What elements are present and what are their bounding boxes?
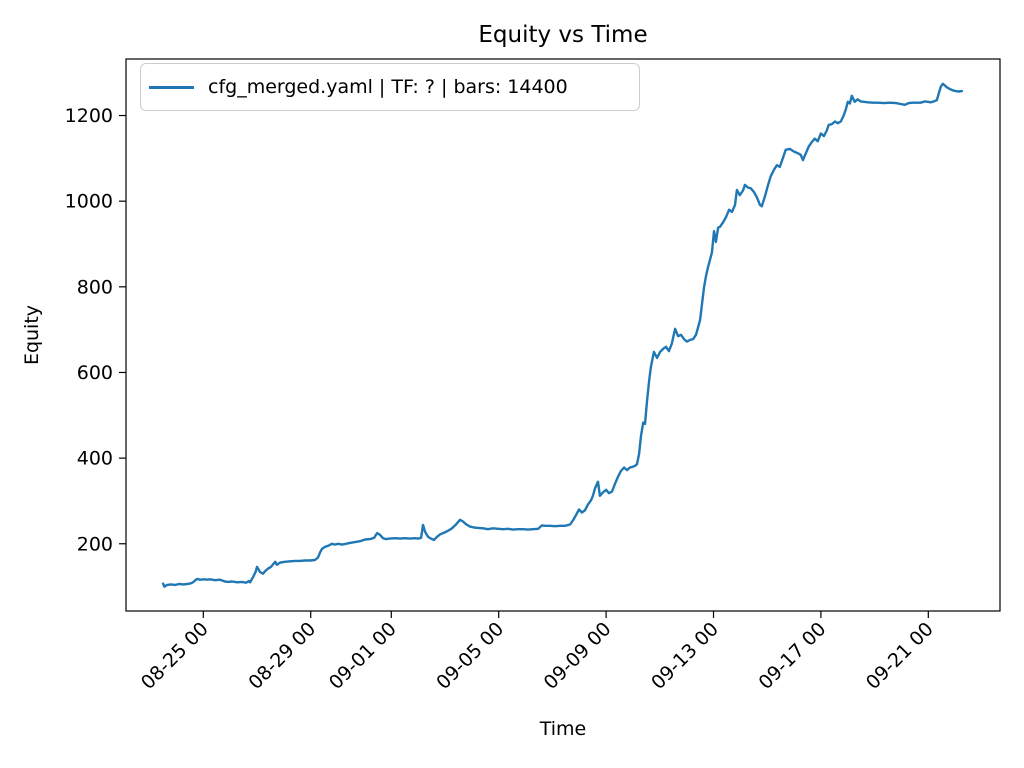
x-tick-label: 09-17 00: [754, 618, 830, 694]
legend: cfg_merged.yaml | TF: ? | bars: 14400: [140, 63, 640, 111]
y-tick-label: 1200: [65, 105, 113, 127]
chart-title: Equity vs Time: [478, 22, 647, 48]
x-tick-label: 09-21 00: [862, 618, 938, 694]
x-tick-label: 09-05 00: [432, 618, 508, 694]
y-axis-label: Equity: [21, 305, 43, 365]
equity-curve: [161, 82, 964, 588]
y-tick-label: 800: [77, 276, 113, 298]
y-tick-label: 400: [77, 448, 113, 470]
axis-ticks: 08-25 00 08-29 00 09-01 00 09-05 00 09-09 00…: [65, 105, 938, 694]
x-tick-label: 08-29 00: [244, 618, 320, 694]
plot-border: [125, 58, 1001, 612]
y-tick-label: 200: [77, 533, 113, 555]
legend-line-swatch: [149, 85, 194, 89]
x-axis-label: Time: [539, 718, 587, 740]
x-tick-label: 09-13 00: [647, 618, 723, 694]
x-tick-label: 09-01 00: [325, 618, 401, 694]
y-tick-label: 600: [77, 362, 113, 384]
x-tick-label: 09-09 00: [540, 618, 616, 694]
x-tick-label: 08-25 00: [137, 618, 213, 694]
legend-label: cfg_merged.yaml | TF: ? | bars: 14400: [208, 76, 568, 98]
y-tick-label: 1000: [65, 191, 113, 213]
